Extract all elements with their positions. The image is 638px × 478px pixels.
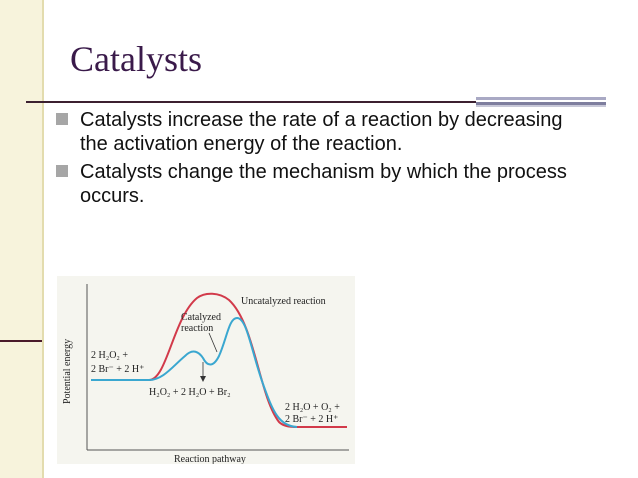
catalyzed-label-pointer (208, 332, 218, 353)
intermediate-label: H₂O₂ + 2 H₂O + Br₂ (149, 387, 231, 398)
left-band-edge (42, 0, 44, 478)
left-decorative-band (0, 0, 42, 478)
y-axis-label: Potential energy (62, 339, 73, 404)
bullet-text: Catalysts change the mechanism by which … (80, 161, 567, 207)
bullet-item: Catalysts change the mechanism by which … (54, 160, 594, 208)
products-label-line2: 2 Br⁻ + 2 H⁺ (285, 414, 338, 425)
bullet-item: Catalysts increase the rate of a reactio… (54, 108, 594, 156)
intermediate-arrowhead (200, 376, 206, 382)
uncatalyzed-label: Uncatalyzed reaction (241, 296, 326, 307)
catalyzed-curve (91, 316, 298, 428)
products-label-line1: 2 H₂O + O₂ + (285, 402, 340, 413)
title-divider (26, 101, 606, 103)
uncatalyzed-curve (91, 292, 347, 428)
slide-title: Catalysts (70, 39, 202, 79)
bullet-text: Catalysts increase the rate of a reactio… (80, 109, 563, 155)
left-band-accent (0, 340, 42, 342)
x-axis-label: Reaction pathway (174, 454, 246, 464)
square-bullet-icon (56, 165, 68, 177)
energy-diagram-svg: Potential energy Reaction pathway Uncata… (62, 284, 349, 464)
reactants-label-line1: 2 H₂O₂ + (91, 350, 128, 361)
bullet-list: Catalysts increase the rate of a reactio… (54, 108, 594, 212)
catalyzed-label-line2: reaction (181, 323, 213, 334)
energy-diagram: Potential energy Reaction pathway Uncata… (57, 276, 355, 464)
catalyzed-label-line1: Catalyzed (181, 312, 221, 323)
title-divider-accent (476, 97, 606, 107)
square-bullet-icon (56, 113, 68, 125)
reactants-label-line2: 2 Br⁻ + 2 H⁺ (91, 364, 144, 375)
